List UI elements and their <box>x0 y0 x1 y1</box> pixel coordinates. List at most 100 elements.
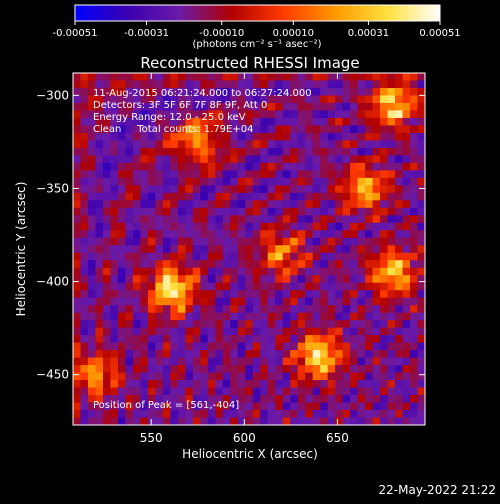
heatmap-cell <box>110 162 119 171</box>
heatmap-cell <box>80 155 89 164</box>
heatmap-cell <box>267 290 276 299</box>
heatmap-cell <box>320 402 329 411</box>
heatmap-cell <box>147 387 156 396</box>
heatmap-cell <box>365 417 373 425</box>
heatmap-cell <box>110 320 119 329</box>
heatmap-cell <box>342 245 351 254</box>
heatmap-cell <box>147 305 156 314</box>
heatmap-cell <box>215 372 224 381</box>
heatmap-cell <box>342 87 351 96</box>
heatmap-cell <box>170 245 179 254</box>
heatmap-cell <box>155 170 164 179</box>
heatmap-cell <box>80 290 89 299</box>
heatmap-cell <box>260 282 269 291</box>
heatmap-cell <box>335 237 344 246</box>
heatmap-cell <box>312 117 321 126</box>
heatmap-cell <box>365 357 373 366</box>
heatmap-cell <box>372 207 381 216</box>
heatmap-cell <box>177 312 186 321</box>
heatmap-cell <box>102 117 111 126</box>
heatmap-cell <box>132 140 141 149</box>
heatmap-cell <box>185 132 194 141</box>
heatmap-cell <box>252 417 261 425</box>
heatmap-cell <box>267 312 276 321</box>
heatmap-cell <box>162 282 171 291</box>
heatmap-cell <box>73 252 81 261</box>
heatmap-cell <box>222 132 231 141</box>
heatmap-cell <box>260 185 269 194</box>
heatmap-cell <box>125 110 134 119</box>
heatmap-cell <box>177 87 186 96</box>
heatmap-cell <box>297 395 306 403</box>
heatmap-cell <box>230 327 239 336</box>
heatmap-cell <box>140 230 149 239</box>
heatmap-cell <box>230 380 239 388</box>
heatmap-cell <box>87 365 96 373</box>
heatmap-cell <box>252 365 261 373</box>
heatmap-cell <box>252 320 261 329</box>
heatmap-cell <box>80 365 89 373</box>
heatmap-cell <box>155 312 164 321</box>
heatmap-cell <box>207 380 216 388</box>
heatmap-cell <box>110 252 119 261</box>
heatmap-cell <box>245 305 254 314</box>
heatmap-cell <box>170 282 179 291</box>
heatmap-cell <box>80 170 89 179</box>
heatmap-cell <box>87 357 96 366</box>
heatmap-cell <box>147 132 156 141</box>
heatmap-cell <box>260 110 269 119</box>
heatmap-cell <box>410 125 418 134</box>
heatmap-cell <box>380 73 388 81</box>
heatmap-cell <box>365 312 373 321</box>
heatmap-cell <box>357 117 366 126</box>
heatmap-cell <box>80 207 89 216</box>
heatmap-cell <box>207 102 216 111</box>
heatmap-cell <box>147 395 156 403</box>
heatmap-cell <box>177 260 186 269</box>
heatmap-cell <box>335 110 344 119</box>
heatmap-cell <box>132 417 141 425</box>
heatmap-cell <box>297 357 306 366</box>
heatmap-cell <box>320 342 329 351</box>
heatmap-cell <box>402 282 411 291</box>
heatmap-cell <box>237 297 246 306</box>
heatmap-cell <box>117 222 126 231</box>
heatmap-cell <box>320 395 329 403</box>
heatmap-cell <box>140 402 149 411</box>
heatmap-cell <box>342 215 351 224</box>
heatmap-cell <box>132 222 141 231</box>
heatmap-cell <box>110 140 119 149</box>
heatmap-cell <box>260 350 269 358</box>
heatmap-cell <box>215 237 224 246</box>
heatmap-cell <box>147 207 156 216</box>
heatmap-cell <box>192 417 201 425</box>
heatmap-cell <box>350 73 358 81</box>
heatmap-cell <box>305 380 314 388</box>
heatmap-cell <box>335 132 344 141</box>
heatmap-cell <box>95 282 104 291</box>
heatmap-cell <box>312 395 321 403</box>
heatmap-cell <box>95 417 104 425</box>
heatmap-cell <box>162 252 171 261</box>
heatmap-cell <box>80 357 89 366</box>
heatmap-cell <box>260 170 269 179</box>
heatmap-cell <box>207 417 216 425</box>
heatmap-cell <box>192 237 201 246</box>
heatmap-cell <box>192 110 201 119</box>
heatmap-cell <box>365 147 373 156</box>
heatmap-cell <box>282 117 291 126</box>
colorbar-tick-label: -0.00031 <box>124 28 169 39</box>
heatmap-cell <box>402 402 411 411</box>
heatmap-cell <box>117 275 126 284</box>
heatmap-cell <box>73 380 81 388</box>
heatmap-cell <box>102 80 111 89</box>
heatmap-cell <box>102 73 111 81</box>
heatmap-cell <box>230 275 239 284</box>
heatmap-cell <box>290 380 299 388</box>
heatmap-cell <box>387 327 396 336</box>
heatmap-cell <box>312 87 321 96</box>
heatmap-cell <box>162 297 171 306</box>
heatmap-cell <box>95 387 104 396</box>
heatmap-cell <box>305 73 314 81</box>
